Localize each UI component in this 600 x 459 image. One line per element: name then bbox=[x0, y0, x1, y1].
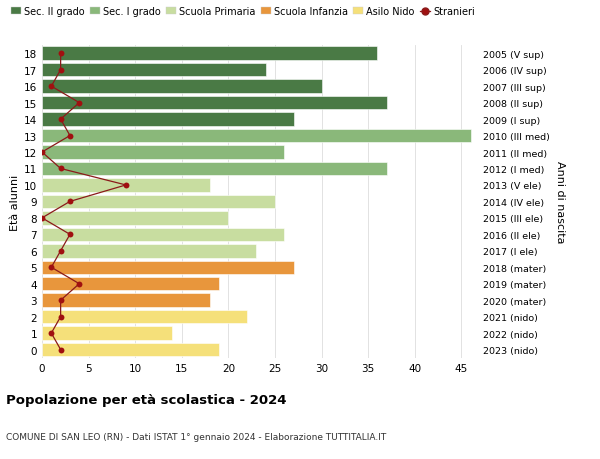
Bar bbox=[42, 64, 266, 77]
Bar bbox=[42, 80, 322, 94]
Point bbox=[65, 198, 75, 206]
Bar bbox=[42, 245, 256, 258]
Point bbox=[37, 215, 47, 222]
Point bbox=[56, 116, 65, 123]
Point bbox=[74, 280, 84, 288]
Bar bbox=[42, 261, 293, 274]
Point bbox=[74, 100, 84, 107]
Bar bbox=[42, 277, 219, 291]
Legend: Sec. II grado, Sec. I grado, Scuola Primaria, Scuola Infanzia, Asilo Nido, Stran: Sec. II grado, Sec. I grado, Scuola Prim… bbox=[11, 7, 475, 17]
Bar bbox=[42, 228, 284, 241]
Bar bbox=[42, 162, 387, 176]
Point bbox=[56, 247, 65, 255]
Bar bbox=[42, 47, 377, 61]
Y-axis label: Età alunni: Età alunni bbox=[10, 174, 20, 230]
Y-axis label: Anni di nascita: Anni di nascita bbox=[555, 161, 565, 243]
Point bbox=[37, 149, 47, 157]
Bar bbox=[42, 212, 229, 225]
Text: COMUNE DI SAN LEO (RN) - Dati ISTAT 1° gennaio 2024 - Elaborazione TUTTITALIA.IT: COMUNE DI SAN LEO (RN) - Dati ISTAT 1° g… bbox=[6, 431, 386, 441]
Text: Popolazione per età scolastica - 2024: Popolazione per età scolastica - 2024 bbox=[6, 393, 287, 406]
Point bbox=[121, 182, 131, 189]
Point bbox=[56, 67, 65, 74]
Point bbox=[65, 231, 75, 239]
Point bbox=[56, 313, 65, 321]
Bar bbox=[42, 195, 275, 209]
Bar bbox=[42, 146, 284, 159]
Bar bbox=[42, 113, 293, 127]
Bar bbox=[42, 179, 210, 192]
Point bbox=[56, 50, 65, 58]
Bar bbox=[42, 343, 219, 357]
Point bbox=[56, 346, 65, 353]
Bar bbox=[42, 129, 470, 143]
Bar bbox=[42, 310, 247, 324]
Point bbox=[65, 133, 75, 140]
Point bbox=[47, 330, 56, 337]
Point bbox=[56, 297, 65, 304]
Bar bbox=[42, 97, 387, 110]
Point bbox=[47, 264, 56, 271]
Bar bbox=[42, 294, 210, 307]
Bar bbox=[42, 327, 172, 340]
Point bbox=[47, 83, 56, 90]
Point bbox=[56, 165, 65, 173]
